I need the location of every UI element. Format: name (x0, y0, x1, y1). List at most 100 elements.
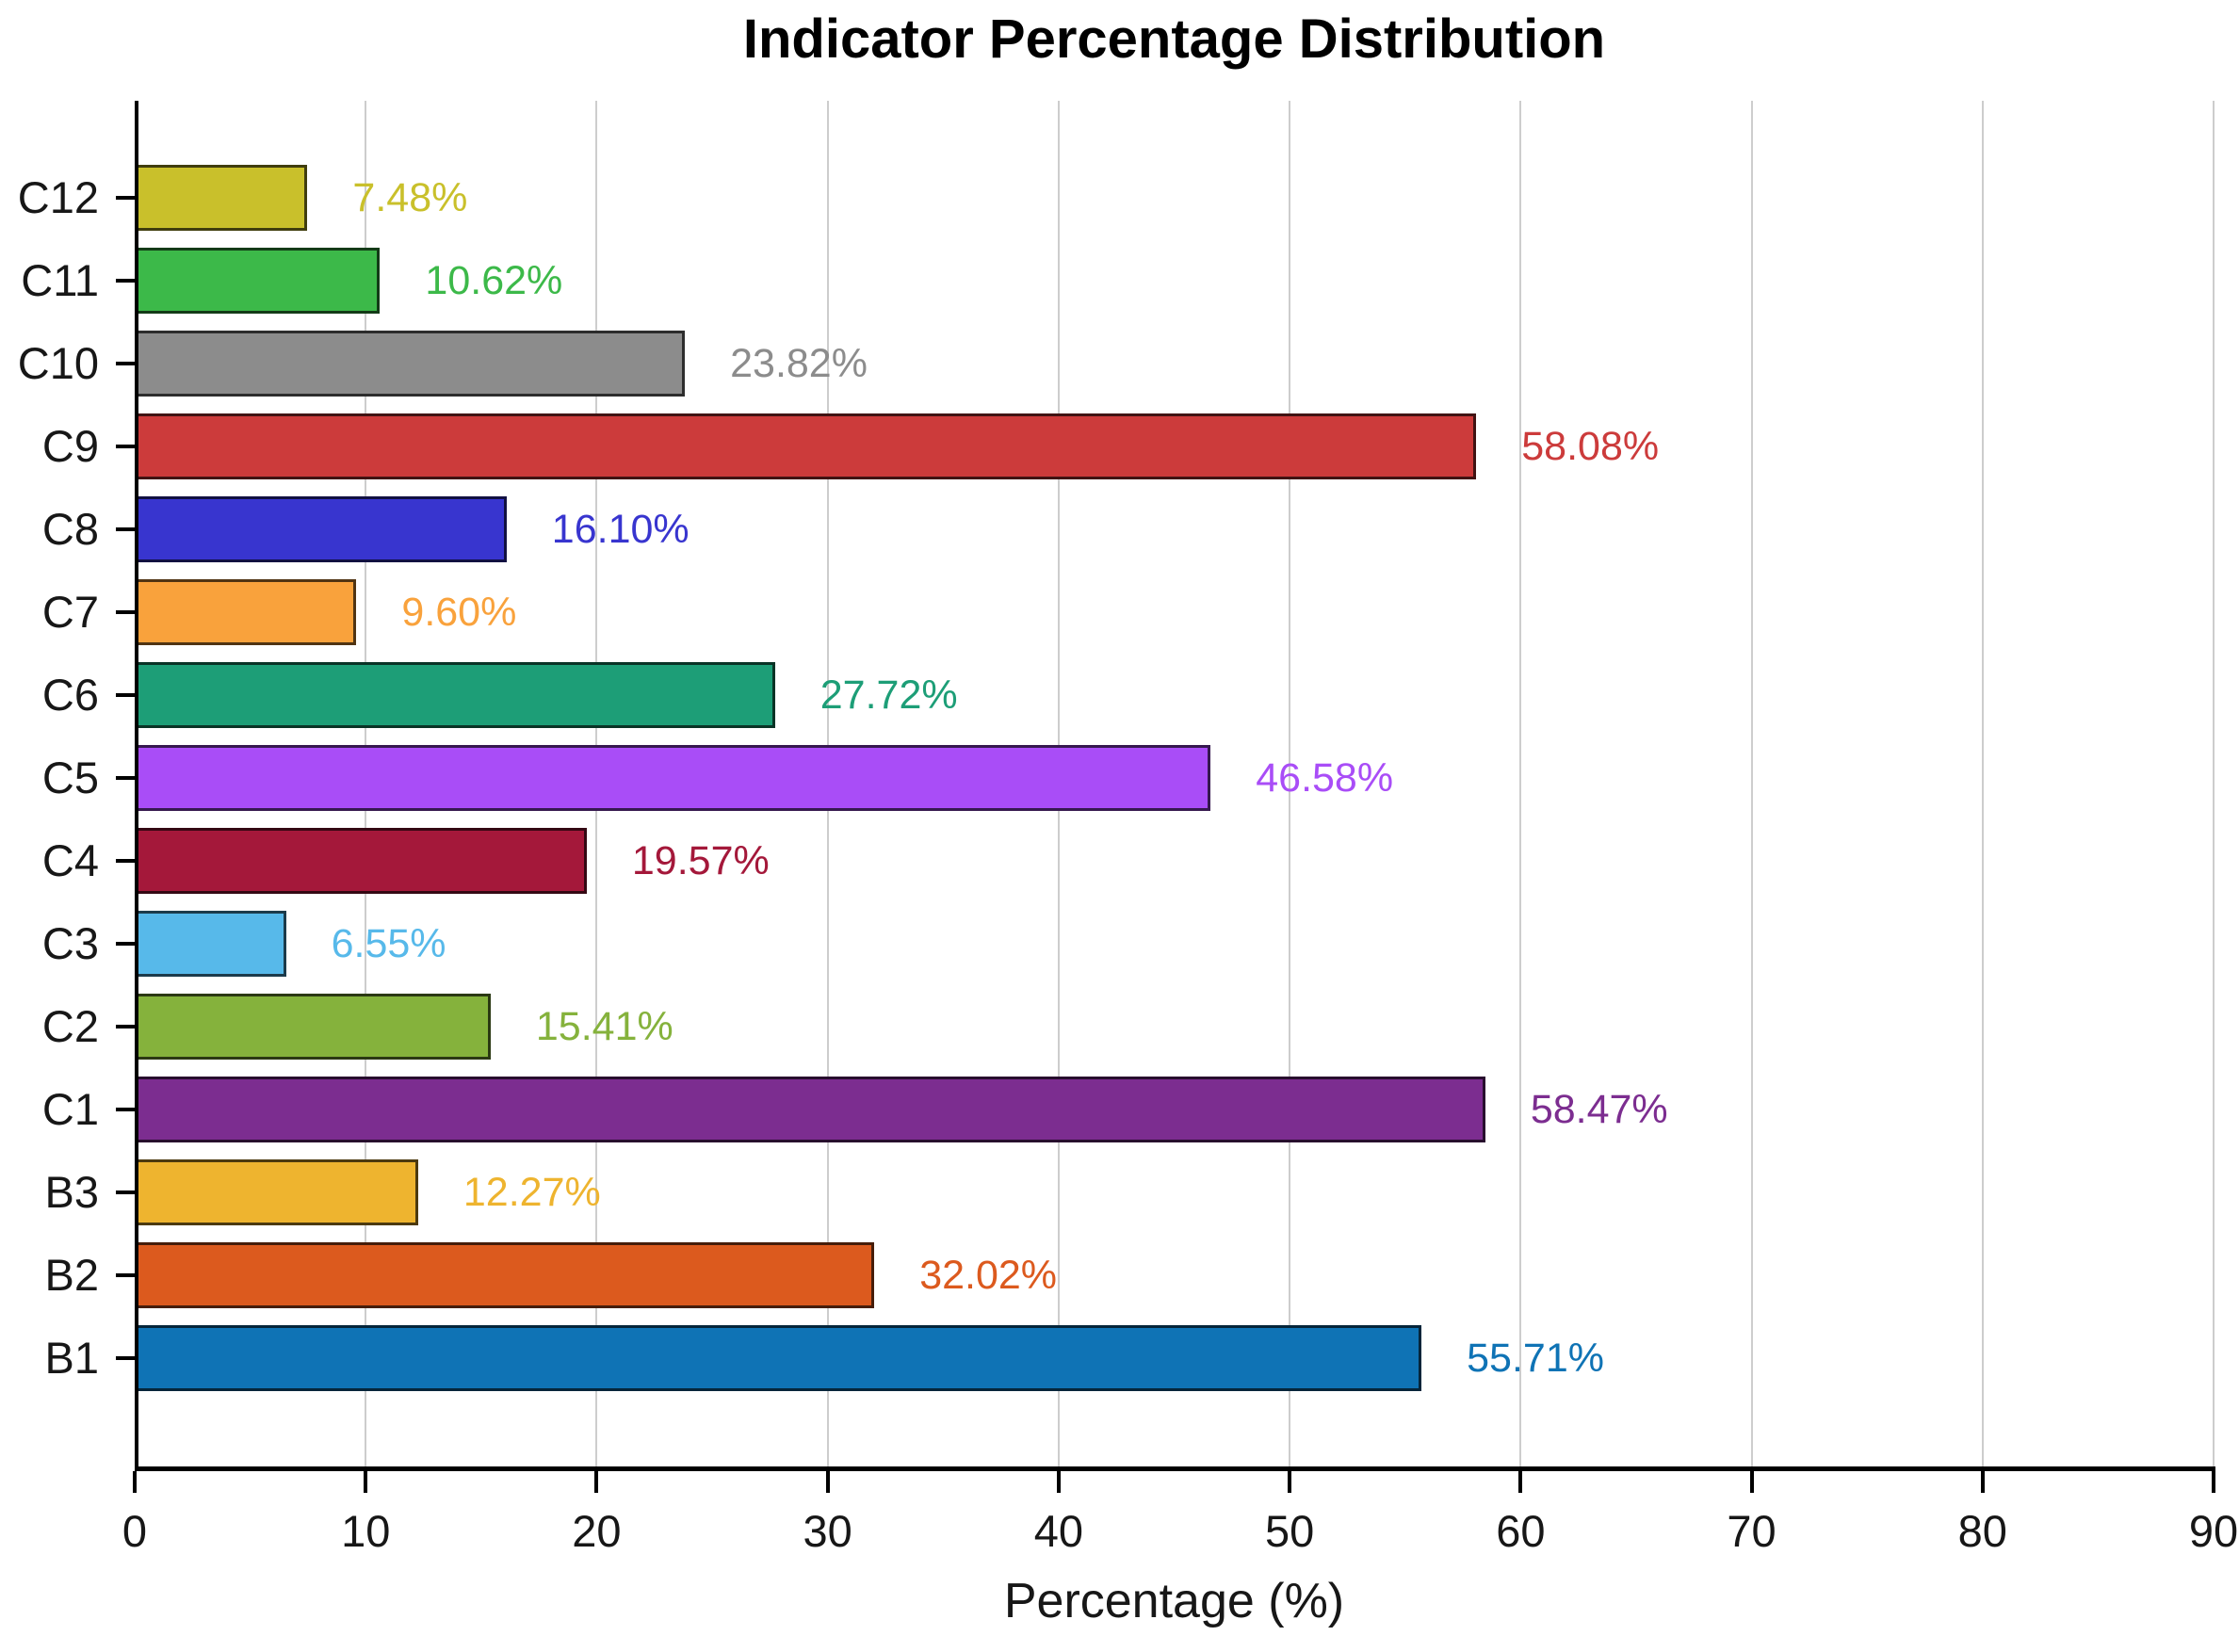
x-axis-area: 0 10 20 30 40 50 60 70 80 90 Percentage (%) (122, 1471, 2238, 1650)
bar-group: C12 7.48% C11 10.62% C10 23.82% C9 58.08% C8 16.1… (18, 101, 2214, 1466)
bar-value-label: 19.57% (631, 838, 770, 883)
x-tick (594, 1471, 599, 1493)
bar-row: C2 15.41% (42, 985, 2214, 1068)
bar-value-label: 10.62% (425, 258, 563, 303)
y-tick (116, 279, 135, 283)
x-tick (133, 1471, 137, 1493)
bar-value-label: 46.58% (1256, 755, 1394, 801)
y-tick-label: B2 (44, 1250, 100, 1300)
bar (135, 248, 381, 314)
bar-row: C12 7.48% (18, 156, 2214, 239)
x-tick (2212, 1471, 2215, 1493)
bar (135, 745, 1211, 811)
bar-value-label: 16.10% (551, 507, 690, 552)
y-tick (116, 1025, 135, 1028)
y-tick-label: C6 (41, 670, 99, 720)
y-tick-label: B3 (44, 1167, 100, 1217)
bar-value-label: 58.47% (1530, 1087, 1668, 1132)
x-tick (1288, 1471, 1292, 1493)
y-tick (116, 776, 135, 780)
y-tick (116, 1108, 135, 1111)
x-tick (825, 1471, 830, 1493)
x-tick-label: 90 (2188, 1506, 2239, 1556)
y-tick-label: C8 (41, 504, 99, 554)
bar-value-label: 32.02% (919, 1253, 1058, 1298)
gridline (1519, 101, 1522, 1466)
x-tick-label: 10 (341, 1506, 391, 1556)
x-axis-line (135, 1466, 2215, 1471)
gridline (1981, 101, 1984, 1466)
x-tick (1518, 1471, 1523, 1493)
x-tick-label: 60 (1496, 1506, 1546, 1556)
bar-row: C3 6.55% (42, 902, 2214, 985)
bar (135, 828, 587, 894)
gridline (1750, 101, 1753, 1466)
bar-value-label: 7.48% (352, 175, 468, 220)
y-tick-label: C1 (41, 1084, 99, 1134)
bar-row: C7 9.60% (42, 571, 2214, 654)
bar-row: C8 16.10% (42, 488, 2214, 571)
bar-row: B3 12.27% (45, 1151, 2214, 1234)
x-tick-label: 80 (1957, 1506, 2007, 1556)
y-tick-label: C5 (41, 753, 99, 802)
y-tick (116, 693, 135, 697)
x-axis-label: Percentage (%) (1003, 1574, 1345, 1628)
bar (135, 496, 507, 562)
bar-value-label: 9.60% (401, 590, 517, 635)
plot-area: C12 7.48% C11 10.62% C10 23.82% C9 58.08% C8 16.1… (18, 101, 2215, 1471)
bar (135, 413, 1477, 479)
y-tick-label: C2 (41, 1001, 99, 1051)
y-tick (116, 1190, 135, 1194)
bar-row: C10 23.82% (18, 322, 2214, 405)
y-tick-label: C4 (41, 835, 99, 885)
y-tick-label: B1 (44, 1333, 100, 1383)
bar-row: B2 32.02% (45, 1234, 2214, 1317)
x-tick (1056, 1471, 1061, 1493)
y-tick-label: C12 (17, 172, 99, 222)
gridline (2213, 101, 2215, 1466)
bar (135, 1077, 1485, 1142)
y-tick (116, 196, 135, 200)
x-tick-label: 50 (1264, 1506, 1315, 1556)
bar (135, 165, 308, 231)
bar (135, 579, 357, 645)
bar-row: B1 55.71% (45, 1317, 2214, 1400)
bar-value-label: 15.41% (535, 1004, 673, 1049)
y-tick (116, 1273, 135, 1277)
bar (135, 911, 286, 977)
bar (135, 331, 686, 397)
y-tick-label: C10 (17, 338, 99, 388)
bar (135, 1325, 1422, 1391)
y-axis-line (135, 101, 138, 1466)
y-tick-label: C3 (41, 918, 99, 968)
x-tick-label: 30 (803, 1506, 852, 1556)
x-tick (1980, 1471, 1985, 1493)
x-tick-label: 40 (1033, 1506, 1084, 1556)
x-tick (1749, 1471, 1754, 1493)
chart-title: Indicator Percentage Distribution (742, 8, 1606, 70)
y-tick (116, 859, 135, 863)
bar-value-label: 27.72% (819, 672, 958, 718)
bar-value-label: 23.82% (730, 341, 868, 386)
bar (135, 1159, 418, 1225)
bar-row: C11 10.62% (21, 239, 2214, 322)
y-tick (116, 942, 135, 946)
bar (135, 994, 491, 1060)
y-tick-label: C9 (41, 421, 99, 471)
x-tick-label: 20 (572, 1506, 622, 1556)
x-tick-label: 70 (1727, 1506, 1777, 1556)
y-tick (116, 445, 135, 448)
bar-value-label: 55.71% (1467, 1336, 1604, 1381)
y-tick (116, 610, 135, 614)
bar-row: C6 27.72% (42, 654, 2214, 737)
bar (135, 1242, 875, 1308)
x-tick-label: 0 (122, 1506, 148, 1556)
bar-value-label: 12.27% (462, 1170, 601, 1215)
y-tick (116, 362, 135, 365)
bar (135, 662, 775, 728)
gridline (1289, 101, 1291, 1466)
y-tick-label: C11 (21, 255, 99, 305)
bar-row: C5 46.58% (42, 737, 2214, 819)
bar-row: C1 58.47% (42, 1068, 2214, 1151)
